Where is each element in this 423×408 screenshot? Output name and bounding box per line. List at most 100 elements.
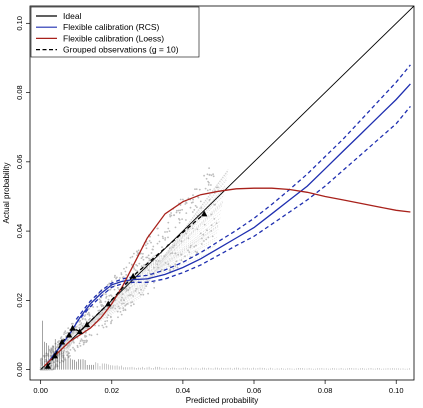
bootstrap-point bbox=[55, 346, 58, 349]
bootstrap-point bbox=[206, 229, 208, 232]
bootstrap-point bbox=[186, 228, 189, 231]
bootstrap-point bbox=[94, 324, 96, 327]
bootstrap-point bbox=[110, 321, 112, 323]
bootstrap-point bbox=[208, 174, 211, 176]
bootstrap-point bbox=[174, 263, 177, 266]
bootstrap-point bbox=[196, 228, 199, 231]
y-tick-label: 0.10 bbox=[15, 16, 24, 31]
bootstrap-point bbox=[69, 355, 71, 357]
bootstrap-point bbox=[200, 243, 203, 245]
grouped-point bbox=[105, 300, 112, 307]
bootstrap-line bbox=[55, 177, 227, 353]
bootstrap-point bbox=[89, 317, 91, 320]
bootstrap-point bbox=[204, 187, 207, 190]
bootstrap-background-layer bbox=[39, 167, 229, 371]
grouped-point bbox=[51, 352, 59, 359]
bootstrap-point bbox=[192, 194, 194, 197]
bootstrap-point bbox=[149, 235, 151, 238]
bootstrap-point bbox=[143, 264, 146, 266]
bootstrap-point bbox=[102, 293, 105, 295]
series-line-2 bbox=[75, 64, 411, 320]
bootstrap-point bbox=[120, 299, 122, 301]
bootstrap-point bbox=[113, 276, 116, 278]
bootstrap-point bbox=[121, 276, 124, 279]
bootstrap-point bbox=[189, 246, 192, 249]
bootstrap-point bbox=[130, 304, 133, 307]
bootstrap-point bbox=[210, 224, 213, 227]
bootstrap-point bbox=[109, 307, 112, 309]
bootstrap-point bbox=[142, 252, 144, 255]
bootstrap-point bbox=[131, 255, 134, 258]
bootstrap-point bbox=[180, 240, 183, 243]
bootstrap-point bbox=[168, 230, 171, 233]
bootstrap-point bbox=[40, 364, 43, 367]
bootstrap-point bbox=[157, 266, 160, 269]
bootstrap-point bbox=[212, 173, 215, 176]
bootstrap-point bbox=[72, 330, 75, 333]
bootstrap-point bbox=[184, 203, 187, 205]
grouped-point bbox=[129, 272, 137, 279]
bootstrap-point bbox=[51, 345, 54, 348]
bootstrap-point bbox=[169, 269, 171, 271]
bootstrap-point bbox=[78, 342, 81, 345]
bootstrap-point bbox=[122, 307, 125, 309]
bootstrap-point bbox=[157, 260, 160, 262]
x-tick-label: 0.00 bbox=[33, 386, 48, 395]
x-tick-label: 0.08 bbox=[318, 386, 333, 395]
bootstrap-point bbox=[173, 214, 175, 217]
bootstrap-point bbox=[124, 304, 127, 307]
bootstrap-point bbox=[80, 338, 83, 340]
bootstrap-line bbox=[44, 244, 216, 369]
bootstrap-point bbox=[132, 303, 135, 306]
bootstrap-point bbox=[120, 313, 123, 316]
bootstrap-point bbox=[105, 325, 108, 328]
bootstrap-point bbox=[167, 263, 170, 266]
bootstrap-line bbox=[47, 229, 219, 365]
bootstrap-point bbox=[184, 255, 186, 258]
bootstrap-point bbox=[210, 174, 213, 177]
bootstrap-point bbox=[85, 335, 88, 338]
bootstrap-point bbox=[66, 338, 69, 341]
bootstrap-point bbox=[140, 257, 143, 259]
bootstrap-line bbox=[45, 239, 217, 367]
grouped-point bbox=[201, 210, 208, 217]
bootstrap-point bbox=[54, 347, 57, 350]
bootstrap-point bbox=[97, 309, 100, 312]
bootstrap-point bbox=[76, 344, 79, 347]
bootstrap-point bbox=[185, 219, 187, 221]
bootstrap-point bbox=[161, 235, 164, 238]
bootstrap-point bbox=[110, 322, 112, 325]
bootstrap-point bbox=[207, 184, 210, 186]
bootstrap-point bbox=[195, 188, 198, 191]
bootstrap-point bbox=[63, 331, 66, 334]
bootstrap-point bbox=[105, 295, 108, 298]
bootstrap-point bbox=[206, 189, 209, 192]
bootstrap-point bbox=[62, 350, 65, 353]
bootstrap-point bbox=[136, 251, 139, 253]
bootstrap-point bbox=[66, 354, 68, 357]
bootstrap-point bbox=[175, 260, 178, 263]
x-tick-label: 0.10 bbox=[389, 386, 404, 395]
bootstrap-point bbox=[210, 213, 213, 216]
bootstrap-point bbox=[107, 314, 110, 317]
bootstrap-point bbox=[125, 288, 128, 290]
y-axis: 0.00 0.02 0.04 0.06 0.08 0.10 bbox=[15, 16, 30, 377]
bootstrap-point bbox=[172, 246, 174, 249]
bootstrap-point bbox=[63, 333, 65, 335]
bootstrap-point bbox=[86, 313, 89, 316]
bootstrap-point bbox=[147, 269, 150, 271]
bootstrap-point bbox=[140, 265, 143, 268]
bootstrap-point bbox=[148, 259, 151, 262]
bootstrap-point bbox=[114, 299, 117, 302]
bootstrap-point bbox=[166, 231, 169, 233]
bootstrap-line bbox=[52, 200, 224, 358]
bootstrap-point bbox=[170, 212, 173, 214]
bootstrap-point bbox=[88, 307, 90, 310]
y-tick-label: 0.04 bbox=[15, 224, 24, 239]
bootstrap-point bbox=[179, 209, 182, 212]
bootstrap-point bbox=[127, 289, 130, 292]
bootstrap-point bbox=[57, 355, 60, 357]
bootstrap-point bbox=[142, 258, 145, 261]
bootstrap-point bbox=[162, 237, 165, 240]
bootstrap-point bbox=[156, 242, 159, 245]
